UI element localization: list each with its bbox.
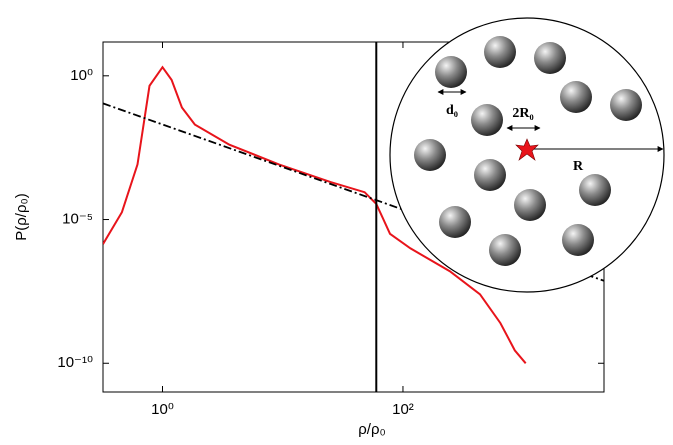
sphere bbox=[471, 104, 503, 136]
series-line bbox=[103, 65, 527, 364]
sphere bbox=[435, 56, 467, 88]
y-axis-label: P(ρ/ρ₀) bbox=[13, 193, 30, 240]
sphere bbox=[414, 139, 446, 171]
sphere bbox=[484, 36, 516, 68]
annotation: d₀ bbox=[446, 103, 458, 118]
annotation: 2R₀ bbox=[512, 106, 533, 121]
sphere bbox=[610, 89, 642, 121]
sphere bbox=[489, 234, 521, 266]
x-axis-label: ρ/ρ₀ bbox=[358, 421, 385, 438]
sphere bbox=[562, 224, 594, 256]
x-tick-label: 10⁰ bbox=[151, 401, 174, 418]
sphere bbox=[474, 159, 506, 191]
y-tick-label: 10⁻⁵ bbox=[62, 210, 93, 227]
sphere bbox=[579, 174, 611, 206]
inset: d₀ 2R₀ R bbox=[389, 17, 665, 293]
x-tick-label: 10² bbox=[392, 401, 414, 418]
sphere bbox=[439, 206, 471, 238]
sphere bbox=[514, 189, 546, 221]
y-tick-label: 10⁰ bbox=[70, 67, 93, 84]
y-tick-label: 10⁻¹⁰ bbox=[57, 354, 93, 371]
plot-lines bbox=[103, 42, 604, 392]
star bbox=[515, 138, 539, 161]
sphere bbox=[560, 81, 592, 113]
sphere bbox=[534, 42, 566, 74]
annotation: R bbox=[573, 159, 584, 174]
